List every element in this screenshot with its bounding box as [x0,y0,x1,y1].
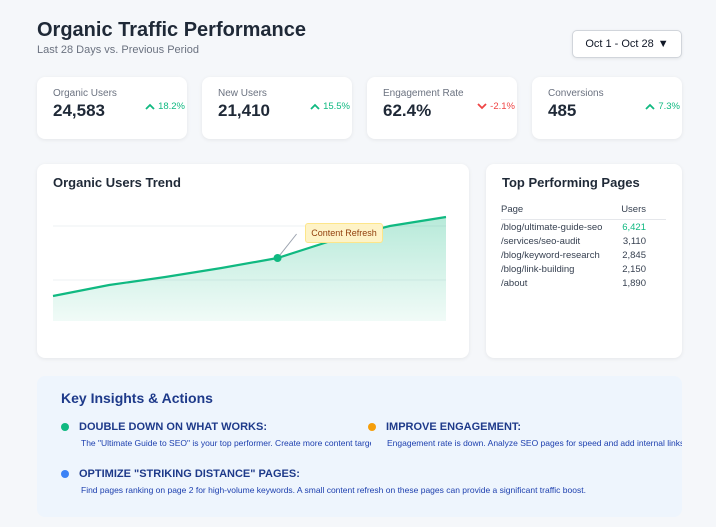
page-title: Organic Traffic Performance [37,19,306,41]
kpi-label: Organic Users [53,88,117,99]
kpi-change: 15.5% [310,101,350,112]
chevron-up-icon [310,103,320,110]
page-users: 2,150 [622,263,646,275]
insights-title: Key Insights & Actions [61,390,213,406]
page-path: /blog/link-building [501,263,575,275]
insights-panel: Key Insights & Actions DOUBLE DOWN ON WH… [37,376,682,517]
page-users: 6,421 [622,221,646,233]
kpi-card: New Users 21,410 15.5% [202,77,352,139]
insight-2: IMPROVE ENGAGEMENT: [368,421,521,433]
chevron-up-icon [645,103,655,110]
kpi-label: Conversions [548,88,604,99]
top-pages-title: Top Performing Pages [502,175,640,190]
insight-heading: IMPROVE ENGAGEMENT: [386,421,522,433]
kpi-label: New Users [218,88,267,99]
bullet-icon [61,470,69,478]
col-users: Users [615,204,666,220]
kpi-card: Engagement Rate 62.4% -2.1% [367,77,517,139]
bullet-icon [368,423,376,431]
date-range-button[interactable]: Oct 1 - Oct 28 ▼ [572,30,682,58]
page-users: 1,890 [622,277,646,289]
table-row: /blog/link-building 2,150 [501,262,666,276]
top-pages-table: Page Users /blog/ultimate-guide-seo 6,421/… [501,204,666,290]
kpi-change: 18.2% [145,101,185,112]
chevron-down-icon [477,103,487,110]
kpi-card: Organic Users 24,583 18.2% [37,77,187,139]
insight-text: The "Ultimate Guide to SEO" is your top … [81,438,371,448]
page-path: /services/seo-audit [501,235,581,247]
annotation-leader [277,233,297,259]
table-row: /blog/ultimate-guide-seo 6,421 [501,220,666,235]
trend-title: Organic Users Trend [53,175,181,190]
bullet-icon [61,423,69,431]
table-row: /services/seo-audit 3,110 [501,234,666,248]
page-path: /blog/keyword-research [501,249,600,261]
insight-3: OPTIMIZE "STRIKING DISTANCE" PAGES: [61,468,300,480]
caret-down-icon: ▼ [657,38,669,50]
chevron-up-icon [145,103,155,110]
page-users: 3,110 [622,235,646,247]
page-path: /about [501,277,528,289]
kpi-value: 485 [548,101,577,120]
kpi-card: Conversions 485 7.3% [532,77,682,139]
trend-card: Organic Users Trend Content Refresh [37,164,469,358]
insight-text: Engagement rate is down. Analyze SEO pag… [387,438,682,448]
date-range-label: Oct 1 - Oct 28 [585,38,654,50]
kpi-value: 21,410 [218,101,270,120]
annotation-label: Content Refresh [305,223,383,243]
insight-1: DOUBLE DOWN ON WHAT WORKS: [61,421,267,433]
kpi-label: Engagement Rate [383,88,464,99]
kpi-value: 24,583 [53,101,105,120]
page-subtitle: Last 28 Days vs. Previous Period [37,44,200,56]
insight-heading: DOUBLE DOWN ON WHAT WORKS: [79,421,267,433]
trend-area [53,217,446,321]
page-users: 2,845 [622,249,646,261]
trend-chart [52,215,447,321]
kpi-value: 62.4% [383,101,432,120]
col-page: Page [501,204,616,220]
kpi-change: -2.1% [477,101,515,112]
insight-heading: OPTIMIZE "STRIKING DISTANCE" PAGES: [79,468,300,480]
annotation-point [273,254,282,262]
page-path: /blog/ultimate-guide-seo [501,221,603,233]
insight-text: Find pages ranking on page 2 for high-vo… [81,485,586,495]
table-row: /blog/keyword-research 2,845 [501,248,666,262]
top-pages-card: Top Performing Pages Page Users /blog/ult… [486,164,682,358]
table-row: /about 1,890 [501,276,666,290]
kpi-change: 7.3% [645,101,680,112]
